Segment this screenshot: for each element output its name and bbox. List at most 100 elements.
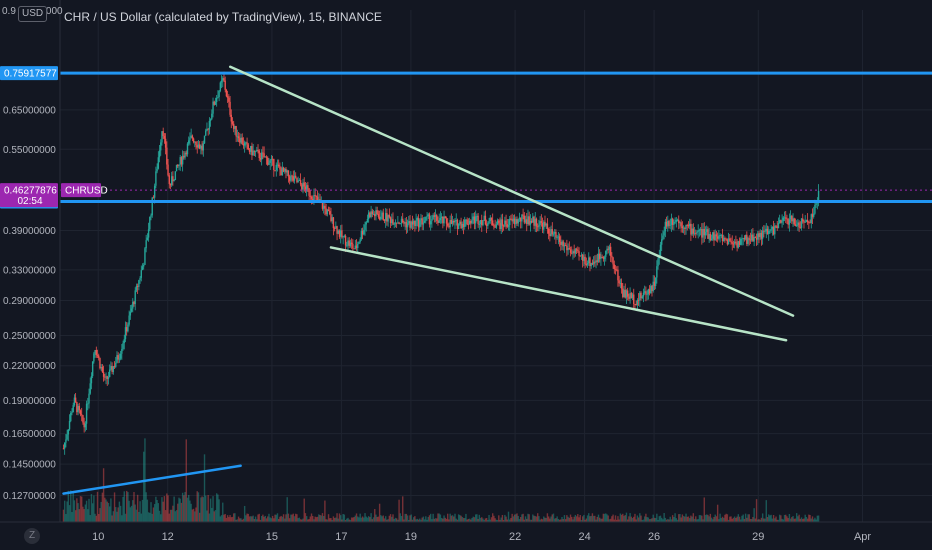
candle-body [787, 219, 789, 225]
candle-body [746, 234, 748, 244]
volume-bar [781, 518, 783, 522]
candle-body [370, 211, 372, 218]
candle-body [375, 210, 377, 217]
volume-bar [416, 518, 419, 522]
candle-body [613, 264, 615, 270]
candle-body [88, 393, 90, 404]
candle-body [464, 219, 466, 227]
candle-body [237, 136, 240, 139]
volume-bar [428, 515, 431, 522]
candle-body [168, 175, 170, 184]
y-tick-label: 0.22000000 [3, 361, 56, 372]
candle-body [515, 219, 517, 225]
candle-body [706, 229, 708, 232]
volume-bar [491, 513, 494, 522]
volume-bar [364, 513, 366, 522]
currency-badge[interactable]: USD [18, 6, 48, 22]
volume-bar [530, 519, 533, 522]
volume-bar [591, 513, 594, 522]
volume-bar [613, 519, 615, 522]
candle-body [742, 238, 744, 239]
candle-body [657, 258, 659, 267]
x-tick-label: 19 [405, 531, 417, 543]
volume-bar [208, 513, 211, 522]
volume-bar [498, 515, 500, 522]
trendline [228, 65, 795, 317]
volume-bar [372, 517, 375, 522]
symbol-tag [61, 183, 101, 198]
volume-bar [350, 517, 353, 522]
candle-body [709, 233, 712, 241]
drawing-lines[interactable] [60, 65, 932, 495]
candle-body [532, 216, 534, 223]
volume-bar [652, 514, 654, 522]
volume-bar [138, 511, 140, 522]
price-axis[interactable]: 0.65000000 0.55000000 0.39000000 0.33000000… [0, 0, 61, 550]
volume-bar [472, 516, 474, 522]
volume-bar [490, 517, 493, 522]
volume-bar [267, 516, 269, 522]
volume-bar [170, 509, 173, 522]
volume-bar [191, 509, 194, 522]
volume-bar [769, 515, 771, 522]
candle-body [201, 145, 203, 151]
candle-body [284, 168, 286, 172]
candle-body [814, 204, 816, 214]
time-axis[interactable]: 10 12 15 17 19 22 24 26 29 Apr [0, 521, 932, 550]
volume-bar [797, 516, 799, 522]
volume-bar [676, 519, 679, 522]
volume-bar [405, 513, 408, 522]
volume-bar [220, 515, 223, 522]
volume-bar [173, 496, 175, 522]
volume-bar [312, 515, 314, 522]
volume-bar [285, 514, 287, 522]
volume-bar [555, 518, 557, 522]
candle-body [124, 327, 127, 340]
candle-body [102, 372, 105, 377]
candle-body [815, 203, 817, 205]
volume-bar [468, 518, 471, 522]
candle-body [225, 89, 228, 97]
y-tick-label: 0.16500000 [3, 429, 56, 440]
zoom-toggle-button[interactable]: Z [24, 528, 40, 544]
candle-body [409, 221, 411, 228]
price-axis-background [0, 0, 60, 550]
volume-bar [231, 516, 234, 522]
candle-body [643, 291, 646, 293]
volume-bar [678, 514, 680, 522]
candle-body [173, 180, 175, 182]
volume-bar [706, 514, 708, 522]
volume-bar [397, 519, 399, 522]
volume-bar [782, 519, 785, 522]
volume-bar [355, 513, 358, 522]
y-tick-label: 0.39000000 [3, 226, 56, 237]
volume-bar [794, 518, 797, 522]
candle-body [769, 230, 771, 232]
volume-bar [264, 515, 267, 522]
volume-bar [135, 509, 138, 522]
candle-body [391, 219, 393, 224]
candle-body [661, 239, 663, 245]
volume-bar [305, 516, 308, 522]
volume-bar [626, 519, 629, 522]
candle-body [321, 201, 324, 209]
volume-bar [143, 451, 145, 522]
candle-body [499, 222, 501, 230]
candle-body [713, 232, 715, 241]
volume-bar [532, 514, 534, 522]
candle-body [646, 294, 648, 296]
volume-bar [78, 509, 80, 522]
volume-bar [215, 493, 218, 522]
candle-body [247, 144, 249, 150]
candle-body [290, 175, 292, 181]
candle-body [151, 197, 153, 216]
volume-bar [703, 497, 705, 522]
volume-bar [454, 513, 456, 522]
candle-body [293, 175, 296, 181]
volume-bar [117, 507, 119, 522]
candle-body [95, 349, 98, 355]
volume-bar [669, 516, 671, 522]
candle-body [494, 226, 496, 228]
candle-body [803, 221, 805, 223]
